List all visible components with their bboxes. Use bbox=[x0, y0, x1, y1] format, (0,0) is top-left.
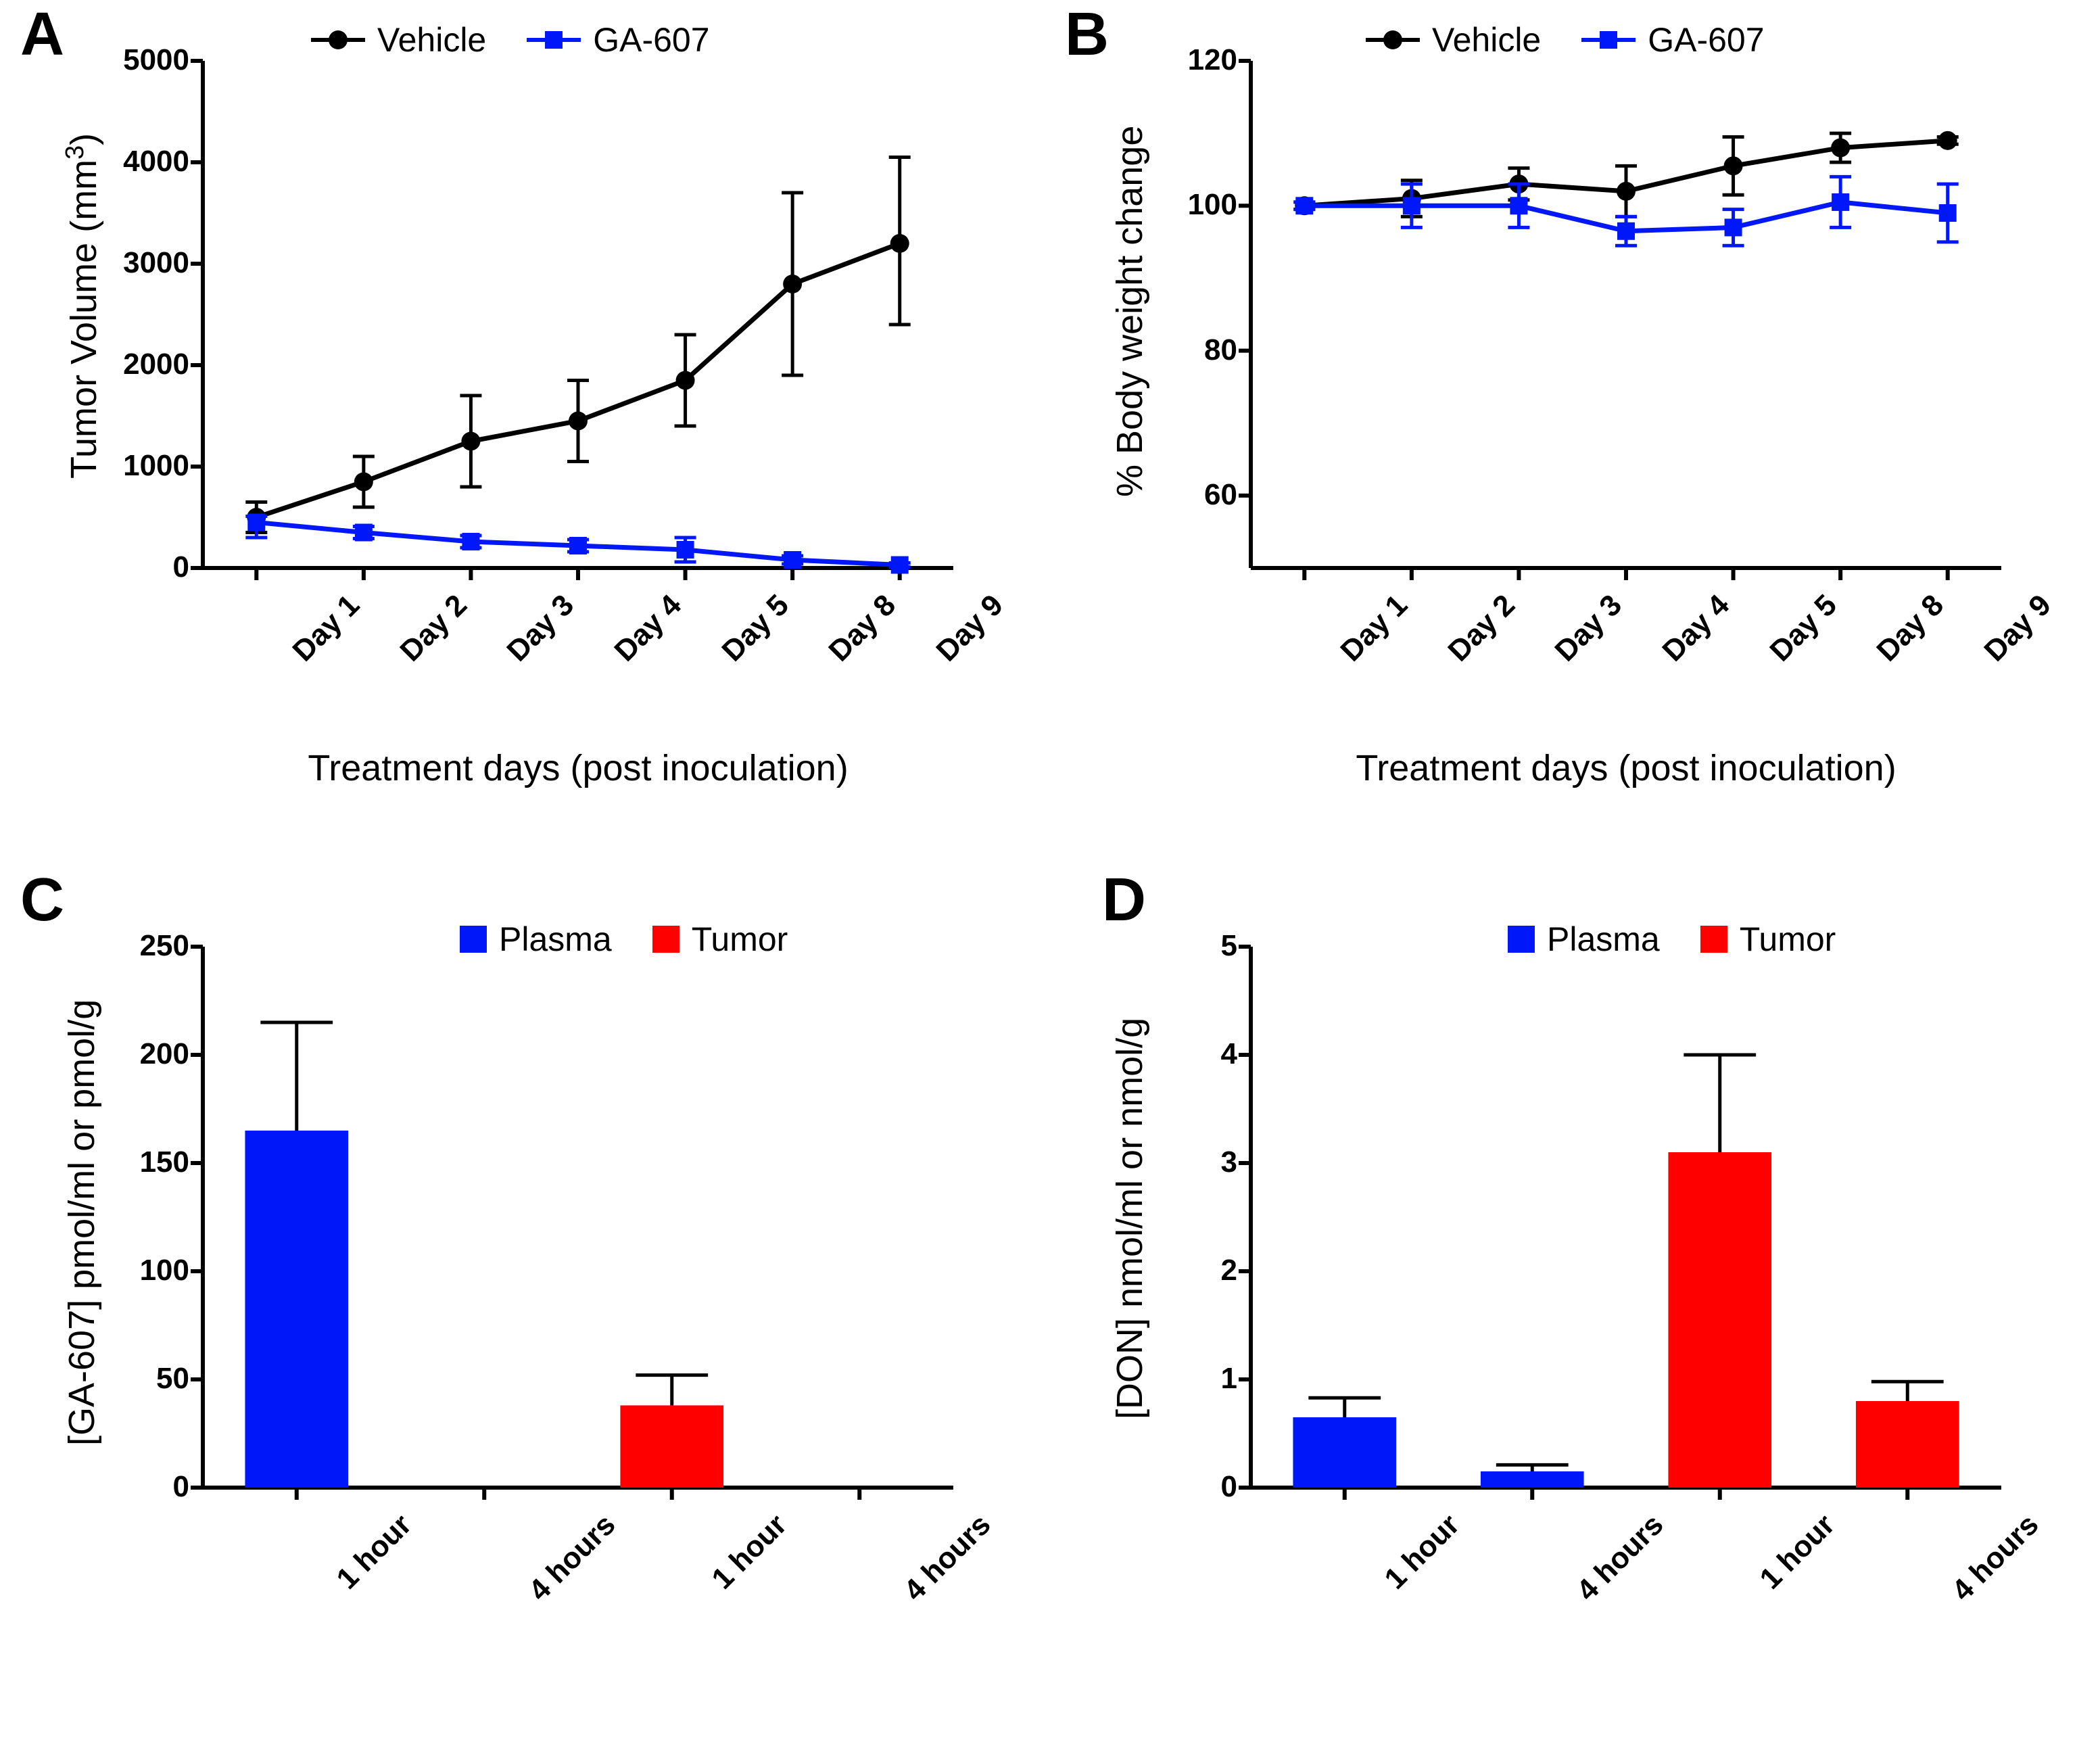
legend-text: Tumor bbox=[1740, 920, 1836, 959]
panel-D-plot bbox=[1183, 879, 2069, 1555]
legend-item: Plasma bbox=[1508, 920, 1660, 959]
ytick-label: 3 bbox=[1136, 1145, 1237, 1179]
legend-marker bbox=[1581, 38, 1636, 42]
ytick-label: 0 bbox=[88, 1470, 189, 1504]
legend-text: GA-607 bbox=[593, 20, 709, 60]
ytick-label: 50 bbox=[88, 1362, 189, 1396]
ytick-label: 120 bbox=[1136, 43, 1237, 77]
ytick-label: 0 bbox=[1136, 1470, 1237, 1504]
y-axis-title: Tumor Volume (mm3) bbox=[61, 133, 105, 479]
circle-marker-icon bbox=[1383, 30, 1402, 49]
legend-item: GA-607 bbox=[1581, 20, 1764, 60]
legend-marker bbox=[527, 38, 581, 42]
legend-text: Plasma bbox=[499, 920, 612, 959]
panel-B-plot bbox=[1183, 0, 2069, 636]
panel-A-label: A bbox=[20, 0, 64, 70]
ytick-label: 250 bbox=[88, 929, 189, 963]
ytick-label: 1 bbox=[1136, 1362, 1237, 1396]
ytick-label: 60 bbox=[1136, 478, 1237, 512]
panel-D-label: D bbox=[1102, 866, 1146, 935]
legend-text: Tumor bbox=[692, 920, 788, 959]
panel-D-legend: Plasma Tumor bbox=[1508, 920, 1836, 959]
legend-swatch-icon bbox=[460, 926, 487, 953]
panel-B-legend: Vehicle GA-607 bbox=[1366, 20, 1765, 60]
legend-text: Vehicle bbox=[377, 20, 486, 60]
legend-text: GA-607 bbox=[1648, 20, 1764, 60]
x-axis-title: Treatment days (post inoculation) bbox=[203, 747, 953, 789]
legend-marker bbox=[1366, 38, 1420, 42]
ytick-label: 200 bbox=[88, 1037, 189, 1071]
legend-item: Vehicle bbox=[311, 20, 486, 60]
circle-marker-icon bbox=[329, 30, 348, 49]
panel-C-label: C bbox=[20, 866, 64, 935]
ytick-label: 5000 bbox=[88, 43, 189, 77]
ytick-label: 5 bbox=[1136, 929, 1237, 963]
panel-C-legend: Plasma Tumor bbox=[460, 920, 788, 959]
y-axis-title: [DON] nmol/ml or nmol/g bbox=[1109, 1018, 1151, 1419]
panel-A-legend: Vehicle GA-607 bbox=[311, 20, 710, 60]
panel-B-label: B bbox=[1065, 0, 1109, 70]
ytick-label: 2 bbox=[1136, 1254, 1237, 1287]
ytick-label: 150 bbox=[88, 1145, 189, 1179]
y-axis-title: [GA-607] pmol/ml or pmol/g bbox=[61, 999, 103, 1446]
legend-item: Tumor bbox=[1700, 920, 1836, 959]
panel-A-plot bbox=[135, 0, 1021, 636]
ytick-label: 4 bbox=[1136, 1037, 1237, 1071]
y-axis-title: % Body weight change bbox=[1109, 126, 1151, 497]
legend-item: GA-607 bbox=[527, 20, 709, 60]
legend-marker bbox=[311, 38, 365, 42]
legend-item: Vehicle bbox=[1366, 20, 1541, 60]
ytick-label: 100 bbox=[88, 1254, 189, 1287]
ytick-label: 80 bbox=[1136, 333, 1237, 367]
legend-item: Plasma bbox=[460, 920, 612, 959]
square-marker-icon bbox=[545, 31, 563, 49]
legend-swatch-icon bbox=[652, 926, 679, 953]
square-marker-icon bbox=[1600, 31, 1617, 49]
ytick-label: 0 bbox=[88, 550, 189, 584]
legend-text: Vehicle bbox=[1432, 20, 1541, 60]
legend-swatch-icon bbox=[1700, 926, 1727, 953]
panel-C-plot bbox=[135, 879, 1021, 1555]
x-axis-title: Treatment days (post inoculation) bbox=[1251, 747, 2001, 789]
legend-item: Tumor bbox=[652, 920, 788, 959]
ytick-label: 100 bbox=[1136, 188, 1237, 222]
legend-text: Plasma bbox=[1547, 920, 1660, 959]
figure-root: A010002000300040005000Day 1Day 2Day 3Day… bbox=[0, 0, 2100, 1752]
legend-swatch-icon bbox=[1508, 926, 1535, 953]
